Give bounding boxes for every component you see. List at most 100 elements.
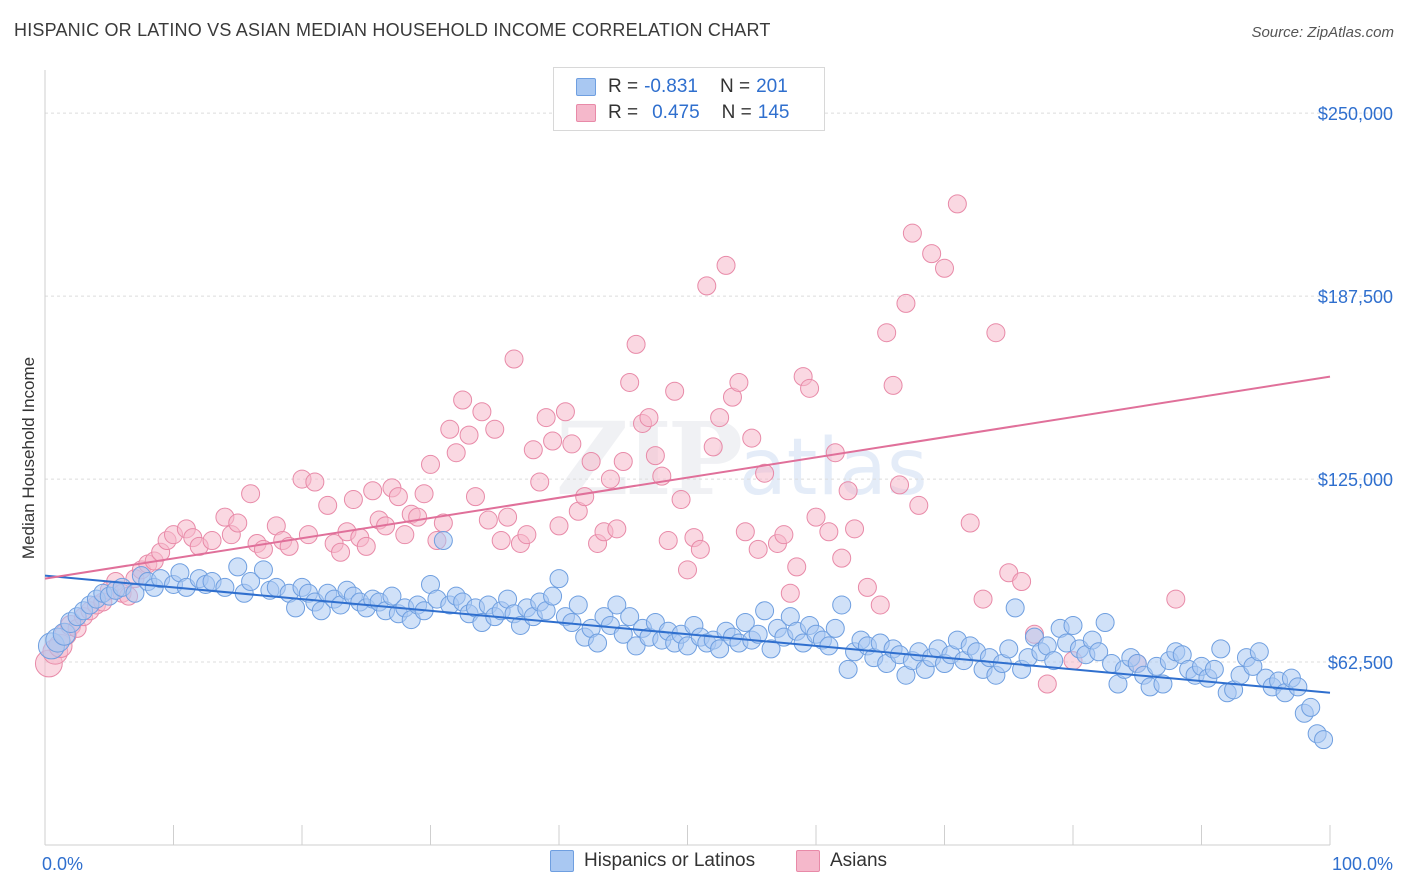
bottom-legend-label-asian: Asians (830, 850, 888, 871)
legend-r-value: -0.831 (644, 76, 698, 97)
asian-point (388, 487, 408, 507)
hispanic-trend-line (44, 574, 1331, 694)
hispanic-point (241, 572, 261, 592)
asian-point (318, 495, 338, 515)
hispanic-point (1063, 615, 1083, 635)
asian-point (1012, 572, 1032, 592)
asian-point (465, 487, 485, 507)
legend-row-hispanic: R = -0.831 N = 201 (576, 75, 788, 99)
asian-point (331, 542, 351, 562)
hispanic-point (832, 595, 852, 615)
legend-r-value: 0.475 (652, 102, 700, 123)
asian-point (620, 372, 640, 392)
asian-point (742, 428, 762, 448)
asian-point (581, 452, 601, 471)
chart-title: HISPANIC OR LATINO VS ASIAN MEDIAN HOUSE… (14, 20, 771, 40)
bottom-legend-swatch-asian (796, 850, 820, 872)
asian-point (909, 495, 929, 515)
hispanic-point (761, 639, 781, 659)
legend-n-label: N = (719, 76, 751, 97)
x-tick-label: 0.0% (42, 854, 83, 874)
asian-point (639, 408, 659, 428)
asian-point (305, 472, 325, 492)
hispanic-point (588, 633, 608, 653)
asian-point (395, 525, 415, 545)
asian-point (902, 223, 922, 243)
legend-swatch-asian (576, 104, 596, 122)
y-tick-label: $187,500 (1318, 287, 1393, 307)
y-tick-label: $62,500 (1328, 653, 1393, 673)
asian-point (562, 434, 582, 454)
asian-point (453, 390, 473, 410)
hispanic-point (549, 569, 569, 589)
hispanic-point (433, 531, 453, 551)
asian-point (600, 469, 620, 489)
asian-point (228, 513, 248, 533)
asian-point (986, 323, 1006, 343)
asian-point (536, 408, 556, 428)
asian-point (241, 484, 261, 504)
asian-point (806, 507, 826, 527)
hispanic-point (607, 595, 627, 615)
hispanic-point (755, 601, 775, 621)
asian-point (832, 548, 852, 568)
bottom-legend-label-hispanic: Hispanics or Latinos (584, 850, 756, 871)
hispanic-point (999, 639, 1019, 659)
asian-point (883, 375, 903, 395)
asian-point (408, 507, 428, 527)
y-tick-label: $250,000 (1318, 104, 1393, 124)
legend-n-label: N = (721, 102, 752, 123)
asian-point (626, 334, 646, 354)
hispanic-point (543, 586, 563, 606)
asian-point (690, 539, 710, 559)
asian-point (787, 557, 807, 577)
legend-swatch-hispanic (576, 78, 596, 96)
legend-r-label: R = (608, 102, 639, 123)
hispanic-point (286, 598, 306, 618)
asian-point (819, 522, 839, 542)
hispanic-point (568, 595, 588, 615)
hispanic-point (1089, 642, 1109, 662)
y-axis-title: Median Household Income (19, 357, 38, 559)
hispanic-point (735, 613, 755, 633)
asian-point (665, 381, 685, 401)
asian-point (356, 536, 376, 556)
asian-point (523, 440, 543, 460)
asian-point (845, 519, 865, 539)
asian-point (877, 323, 897, 343)
asian-point (671, 490, 691, 510)
asian-point (658, 531, 678, 551)
asian-point (735, 522, 755, 542)
asian-point (485, 419, 505, 439)
hispanic-point (1314, 730, 1334, 750)
asian-trend-line (44, 375, 1331, 580)
asian-point (446, 443, 466, 463)
asian-point (607, 519, 627, 539)
asian-point (780, 583, 800, 603)
asian-point (748, 539, 768, 559)
legend-r-label: R = (608, 76, 639, 97)
asian-point (555, 402, 575, 422)
asian-point (363, 481, 383, 501)
asian-point (421, 454, 440, 474)
hispanic-point (1211, 639, 1231, 659)
asian-point (504, 349, 524, 369)
hispanic-point (1204, 659, 1224, 679)
asian-point (478, 510, 498, 530)
asian-point (543, 431, 563, 451)
hispanic-point (1288, 677, 1308, 697)
y-tick-label: $125,000 (1318, 470, 1393, 490)
asian-point (202, 531, 222, 551)
hispanic-point (620, 607, 640, 627)
hispanic-point (1044, 651, 1064, 671)
hispanic-point (748, 624, 768, 644)
bottom-legend-asian: Asians (796, 850, 887, 872)
asian-point (343, 490, 363, 510)
asian-point (440, 419, 460, 439)
asian-point (530, 472, 550, 492)
asian-point (922, 244, 942, 264)
asian-point (755, 463, 775, 483)
asian-point (838, 481, 858, 501)
bottom-legend-swatch-hispanic (550, 850, 574, 872)
asian-point (960, 513, 980, 533)
